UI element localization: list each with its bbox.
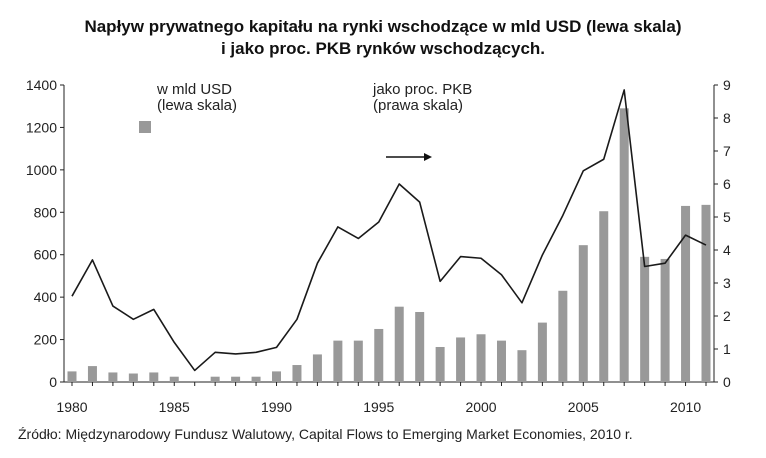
bar — [210, 376, 220, 382]
bar — [619, 108, 629, 382]
y-tick-label-right: 6 — [723, 176, 731, 192]
y-tick-label-right: 4 — [723, 242, 731, 258]
y-tick-label-right: 2 — [723, 308, 731, 324]
legend-bar-label-1: w mld USD — [156, 81, 232, 98]
y-tick-label-left: 800 — [34, 204, 58, 220]
y-tick-label-left: 600 — [34, 247, 58, 263]
x-tick-label: 2010 — [670, 399, 701, 415]
line-series — [71, 89, 707, 372]
y-tick-label-right: 7 — [723, 143, 731, 159]
bar — [517, 350, 527, 382]
bar — [456, 337, 466, 382]
bar — [169, 376, 179, 382]
bar — [292, 365, 302, 382]
legend: w mld USD (lewa skala) jako proc. PKB (p… — [139, 81, 472, 161]
bar — [599, 211, 609, 382]
bar — [681, 205, 691, 382]
bar — [128, 373, 138, 382]
chart-title-line-1: Napływ prywatnego kapitału na rynki wsch… — [84, 17, 682, 36]
bar — [537, 322, 547, 382]
x-tick-label: 1995 — [363, 399, 394, 415]
y-tick-label-left: 1200 — [26, 119, 57, 135]
bar — [353, 340, 363, 382]
bar — [87, 366, 97, 382]
y-tick-label-right: 0 — [723, 374, 731, 390]
y-tick-label-left: 200 — [34, 332, 58, 348]
bar — [190, 380, 200, 382]
y-tick-label-right: 8 — [723, 110, 731, 126]
x-tick-label: 1985 — [159, 399, 190, 415]
y-tick-label-right: 9 — [723, 77, 731, 93]
bar — [435, 346, 445, 382]
y-tick-label-right: 1 — [723, 341, 731, 357]
bar — [394, 306, 404, 382]
y-tick-label-right: 3 — [723, 275, 731, 291]
y-tick-label-left: 0 — [49, 374, 57, 390]
legend-arrow-head-icon — [424, 153, 432, 161]
bar — [476, 334, 486, 382]
y-tick-label-left: 400 — [34, 289, 58, 305]
chart-title-line-2: i jako proc. PKB rynków wschodzących. — [220, 39, 546, 58]
bar — [496, 340, 506, 382]
bar-series — [67, 108, 711, 382]
legend-bar-swatch — [139, 121, 151, 133]
legend-line-label-1: jako proc. PKB — [372, 81, 472, 98]
bar — [67, 371, 77, 382]
x-tick-label: 2005 — [568, 399, 599, 415]
bar — [272, 371, 282, 382]
bar — [312, 354, 322, 382]
bar — [108, 372, 118, 382]
bar — [231, 376, 241, 382]
legend-line-label-2: (prawa skala) — [373, 97, 463, 114]
legend-bar-label-2: (lewa skala) — [157, 97, 237, 114]
bar — [701, 204, 711, 382]
bar — [251, 376, 261, 382]
bar — [149, 372, 159, 382]
source-note: Źródło: Międzynarodowy Fundusz Walutowy,… — [18, 426, 633, 442]
bar — [374, 328, 384, 382]
bar — [640, 256, 650, 382]
y-tick-label-left: 1400 — [26, 77, 57, 93]
bar — [415, 311, 425, 382]
axes — [60, 84, 718, 386]
bar — [660, 258, 670, 382]
x-tick-label: 1980 — [56, 399, 87, 415]
bar — [578, 245, 588, 382]
tick-labels: 0 200 400 600 800 1000 1200 1400 0 1 2 3 4 5 6 7 8 9 1980 1… — [26, 77, 731, 415]
y-tick-label-left: 1000 — [26, 162, 57, 178]
line-path — [71, 89, 707, 372]
bar — [558, 290, 568, 382]
x-tick-label: 2000 — [465, 399, 496, 415]
x-tick-label: 1990 — [261, 399, 292, 415]
y-tick-label-right: 5 — [723, 209, 731, 225]
bar — [333, 340, 343, 382]
